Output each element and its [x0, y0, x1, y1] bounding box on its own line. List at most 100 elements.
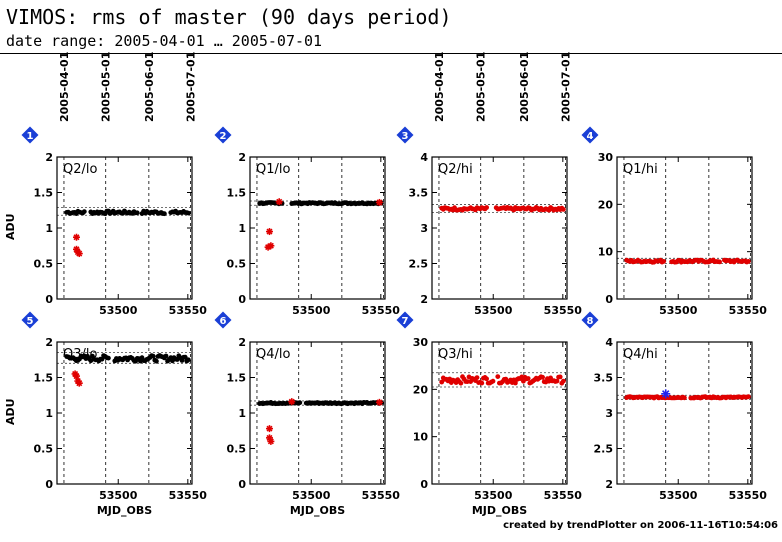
outlier-stroke — [288, 398, 295, 405]
date-tick-label: 2005-07-01 — [185, 52, 198, 122]
panel-7: 7 0 10 20 30 53500 53550 Q3/hi — [396, 311, 583, 502]
outlier-point — [267, 437, 275, 445]
x-tick-label: 53550 — [169, 304, 208, 317]
panel-number-badge — [396, 126, 414, 144]
y-tick-label: 0 — [420, 478, 428, 491]
y-tick-label: 2 — [605, 478, 613, 491]
outlier-point — [265, 228, 273, 236]
y-tick-label: 0 — [238, 293, 246, 306]
y-tick-label: 10 — [598, 246, 614, 259]
data-point — [495, 374, 501, 379]
data-point — [186, 357, 191, 363]
outlier-stroke — [376, 399, 383, 406]
panel-label: Q1/lo — [256, 162, 290, 177]
panel-number: 8 — [587, 316, 594, 327]
y-tick-label: 2 — [45, 336, 53, 349]
x-tick-label: 53550 — [544, 304, 583, 317]
date-tick-label: 2005-07-01 — [560, 52, 573, 122]
data-point — [134, 210, 140, 216]
outlier-stroke — [73, 234, 80, 241]
panel-1: 1 0 0.5 1 1.5 2 53500 53550 Q2/lo — [21, 126, 208, 317]
outlier-stroke — [76, 380, 83, 387]
x-axis-label: MJD_OBS — [290, 504, 345, 517]
y-tick-label: 0 — [238, 478, 246, 491]
panel-3: 3 2 2.5 3 3.5 4 53500 53550 Q2/hi — [396, 126, 583, 317]
outlier-point — [75, 379, 83, 387]
data-point — [513, 380, 518, 386]
outlier-point — [375, 198, 383, 206]
data-point — [106, 355, 111, 361]
x-tick-label: 53550 — [544, 489, 583, 502]
y-tick-label: 0 — [45, 293, 53, 306]
y-tick-label: 30 — [413, 336, 429, 349]
y-tick-label: 3.5 — [594, 372, 614, 385]
panel-number: 5 — [27, 316, 34, 327]
y-tick-label: 20 — [413, 383, 429, 396]
date-tick-label: 2005-04-01 — [58, 52, 71, 122]
outlier-stroke — [265, 244, 272, 251]
panel-number-badge — [581, 126, 599, 144]
y-tick-label: 3.5 — [409, 187, 429, 200]
date-tick-label: 2005-06-01 — [518, 52, 531, 122]
outlier-stroke — [267, 438, 274, 445]
y-tick-label: 1.5 — [34, 187, 54, 200]
date-tick-label: 2005-05-01 — [100, 52, 113, 122]
panel-number-badge — [214, 311, 232, 329]
y-axis-label-2: ADU — [4, 398, 17, 425]
y-tick-label: 0.5 — [227, 443, 247, 456]
y-tick-label: 30 — [598, 151, 614, 164]
data-point — [746, 394, 751, 400]
data-point — [81, 209, 87, 215]
panel-label: Q4/hi — [623, 347, 658, 362]
plot-frame — [431, 341, 568, 485]
outlier-stroke — [266, 434, 273, 441]
data-point — [474, 375, 480, 380]
panel-label: Q2/hi — [438, 162, 473, 177]
outlier-point — [375, 398, 383, 406]
x-tick-label: 53500 — [659, 304, 698, 317]
plot-frame — [249, 156, 386, 300]
y-tick-label: 2 — [238, 336, 246, 349]
y-tick-label: 1.5 — [34, 372, 54, 385]
outlier-stroke — [376, 199, 383, 206]
highlight-point — [661, 389, 671, 399]
y-tick-label: 1.5 — [227, 372, 247, 385]
outlier-stroke — [72, 370, 79, 377]
outlier-stroke — [73, 246, 80, 253]
y-tick-label: 3 — [605, 407, 613, 420]
y-tick-label: 2 — [238, 151, 246, 164]
data-point — [297, 400, 303, 406]
panel-number: 6 — [220, 316, 227, 327]
y-tick-label: 4 — [605, 336, 613, 349]
data-point — [439, 379, 445, 385]
plot-frame — [616, 341, 753, 485]
outlier-point — [72, 233, 80, 241]
x-tick-label: 53550 — [729, 304, 768, 317]
outlier-point — [72, 245, 80, 253]
data-point — [99, 356, 105, 362]
panel-number: 1 — [27, 131, 34, 142]
data-point — [561, 378, 566, 384]
outlier-stroke — [266, 228, 273, 235]
y-tick-label: 1 — [238, 407, 246, 420]
panel-5: 500.511.525350053550Q3/lo — [21, 311, 207, 502]
date-axis-3: 2005-04-01 2005-05-01 2005-06-01 2005-07-01 — [433, 52, 573, 122]
panel-number-badge — [214, 126, 232, 144]
y-tick-label: 3 — [420, 222, 428, 235]
y-tick-label: 0.5 — [34, 258, 54, 271]
data-point — [525, 376, 531, 381]
data-point — [490, 378, 496, 384]
y-tick-label: 2.5 — [409, 258, 429, 271]
x-tick-label: 53500 — [292, 304, 331, 317]
plot-frame — [616, 156, 753, 300]
data-point — [717, 259, 722, 265]
y-tick-label: 0.5 — [34, 443, 54, 456]
y-tick-label: 0 — [605, 293, 613, 306]
panel-4: 4 0 10 20 30 53500 53550 Q1/hi — [581, 126, 768, 317]
panel-label: Q4/lo — [256, 347, 290, 362]
panel-label: Q2/lo — [63, 162, 97, 177]
data-point — [182, 354, 188, 360]
date-tick-label: 2005-05-01 — [475, 52, 488, 122]
x-tick-label: 53500 — [474, 304, 513, 317]
